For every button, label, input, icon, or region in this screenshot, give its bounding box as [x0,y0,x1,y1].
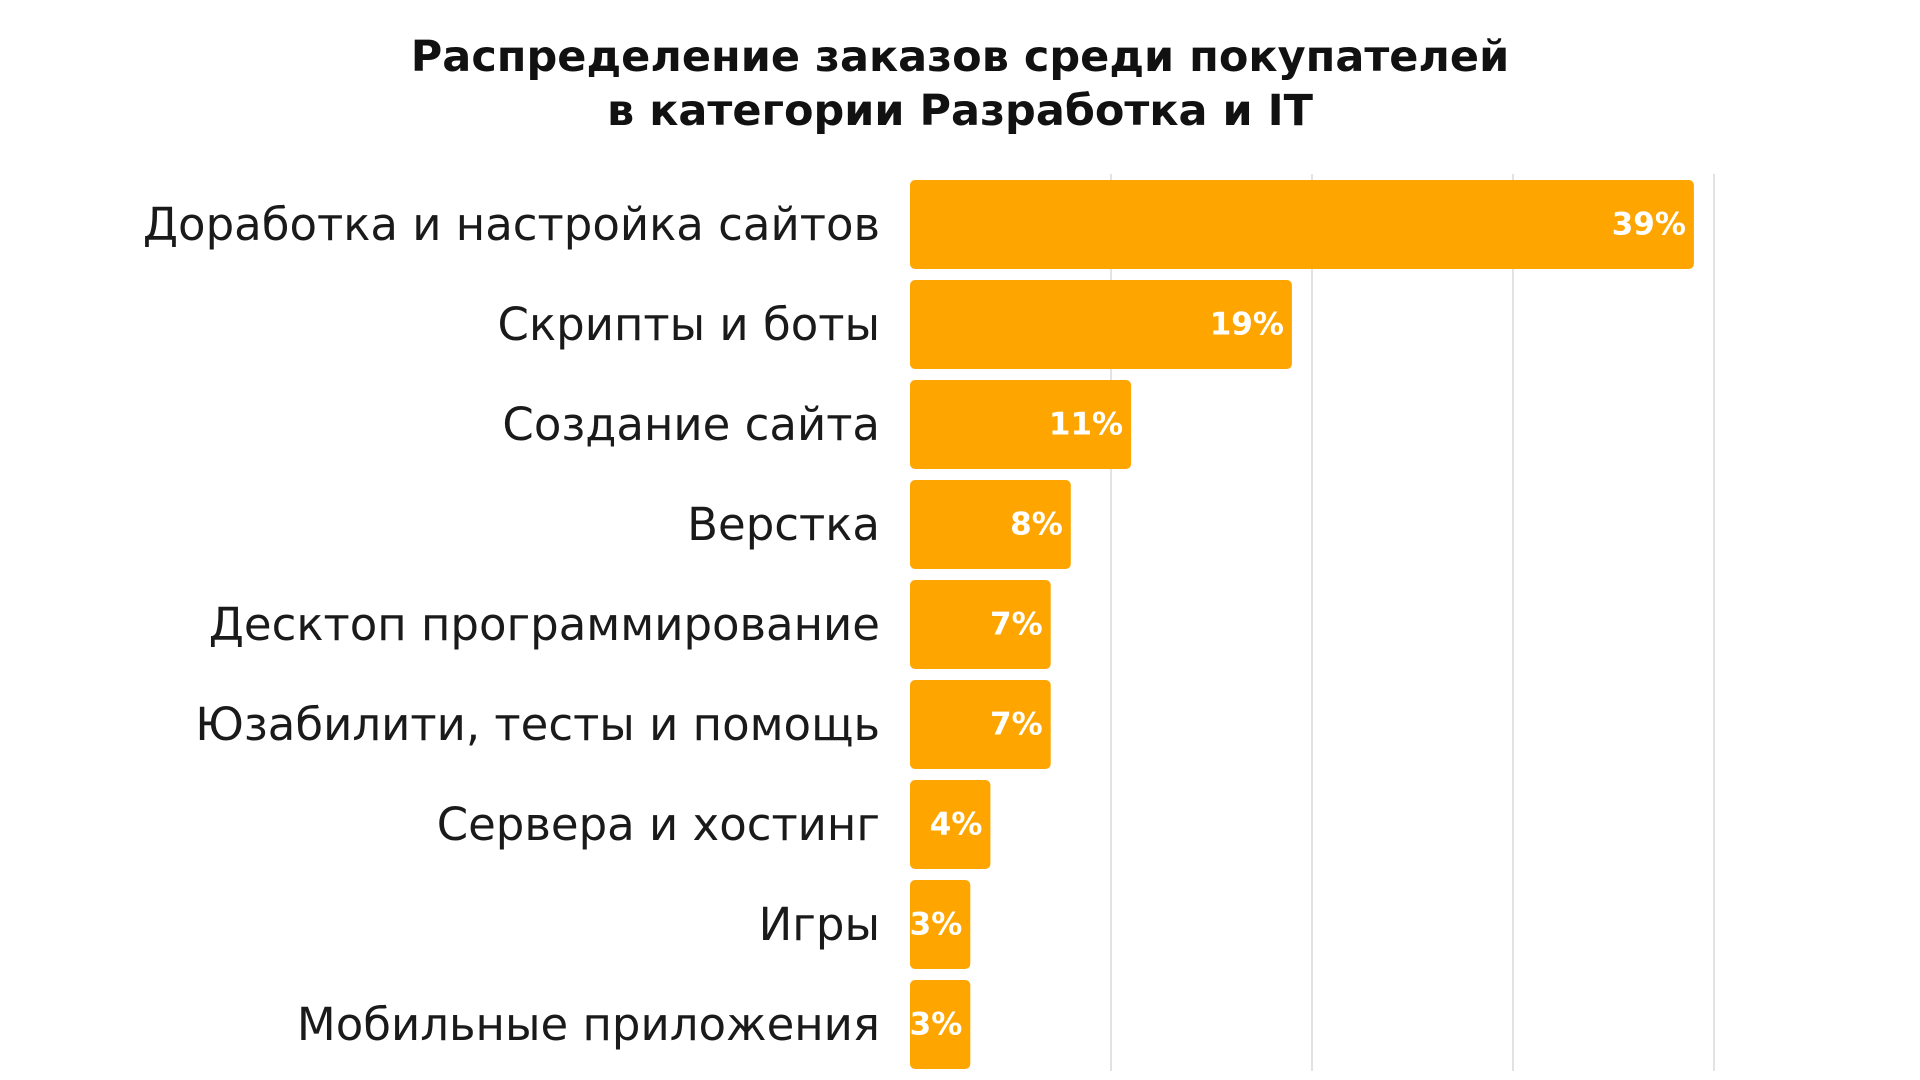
category-label: Доработка и настройка сайтов [143,198,880,251]
chart-title: Распределение заказов среди покупателей … [0,30,1920,138]
bar [910,980,971,1069]
category-label: Верстка [687,498,880,551]
bar-value-label: 3% [910,1007,963,1043]
category-label: Десктоп программирование [209,598,880,651]
bar-value-label: 8% [1010,507,1063,543]
bar-value-label: 39% [1612,207,1686,243]
bar-value-label: 7% [990,607,1043,643]
category-label: Юзабилити, тесты и помощь [195,698,880,751]
bar-value-label: 3% [910,907,963,943]
bar-value-label: 7% [990,707,1043,743]
bar [910,780,991,869]
chart-title-line-1: Распределение заказов среди покупателей [410,32,1510,82]
category-label: Создание сайта [502,398,880,451]
bar-value-label: 11% [1049,407,1123,443]
bar-value-label: 19% [1210,307,1284,343]
bars: 39% 19% 11% 8% 7% 7% 4% 3% 3% [910,180,1694,1069]
bar [910,680,1051,769]
bar [910,280,1292,369]
bar [910,180,1694,269]
category-label: Мобильные приложения [297,998,880,1051]
bar [910,580,1051,669]
bar-value-label: 4% [930,807,983,843]
bar [910,880,971,969]
category-label: Скрипты и боты [498,298,880,351]
chart-title-line-2: в категории Разработка и IT [607,86,1313,136]
bar [910,380,1132,469]
category-labels: Доработка и настройка сайтов Скрипты и бо… [143,198,880,1051]
bar [910,480,1071,569]
category-label: Сервера и хостинг [437,798,880,851]
category-label: Игры [759,898,880,951]
